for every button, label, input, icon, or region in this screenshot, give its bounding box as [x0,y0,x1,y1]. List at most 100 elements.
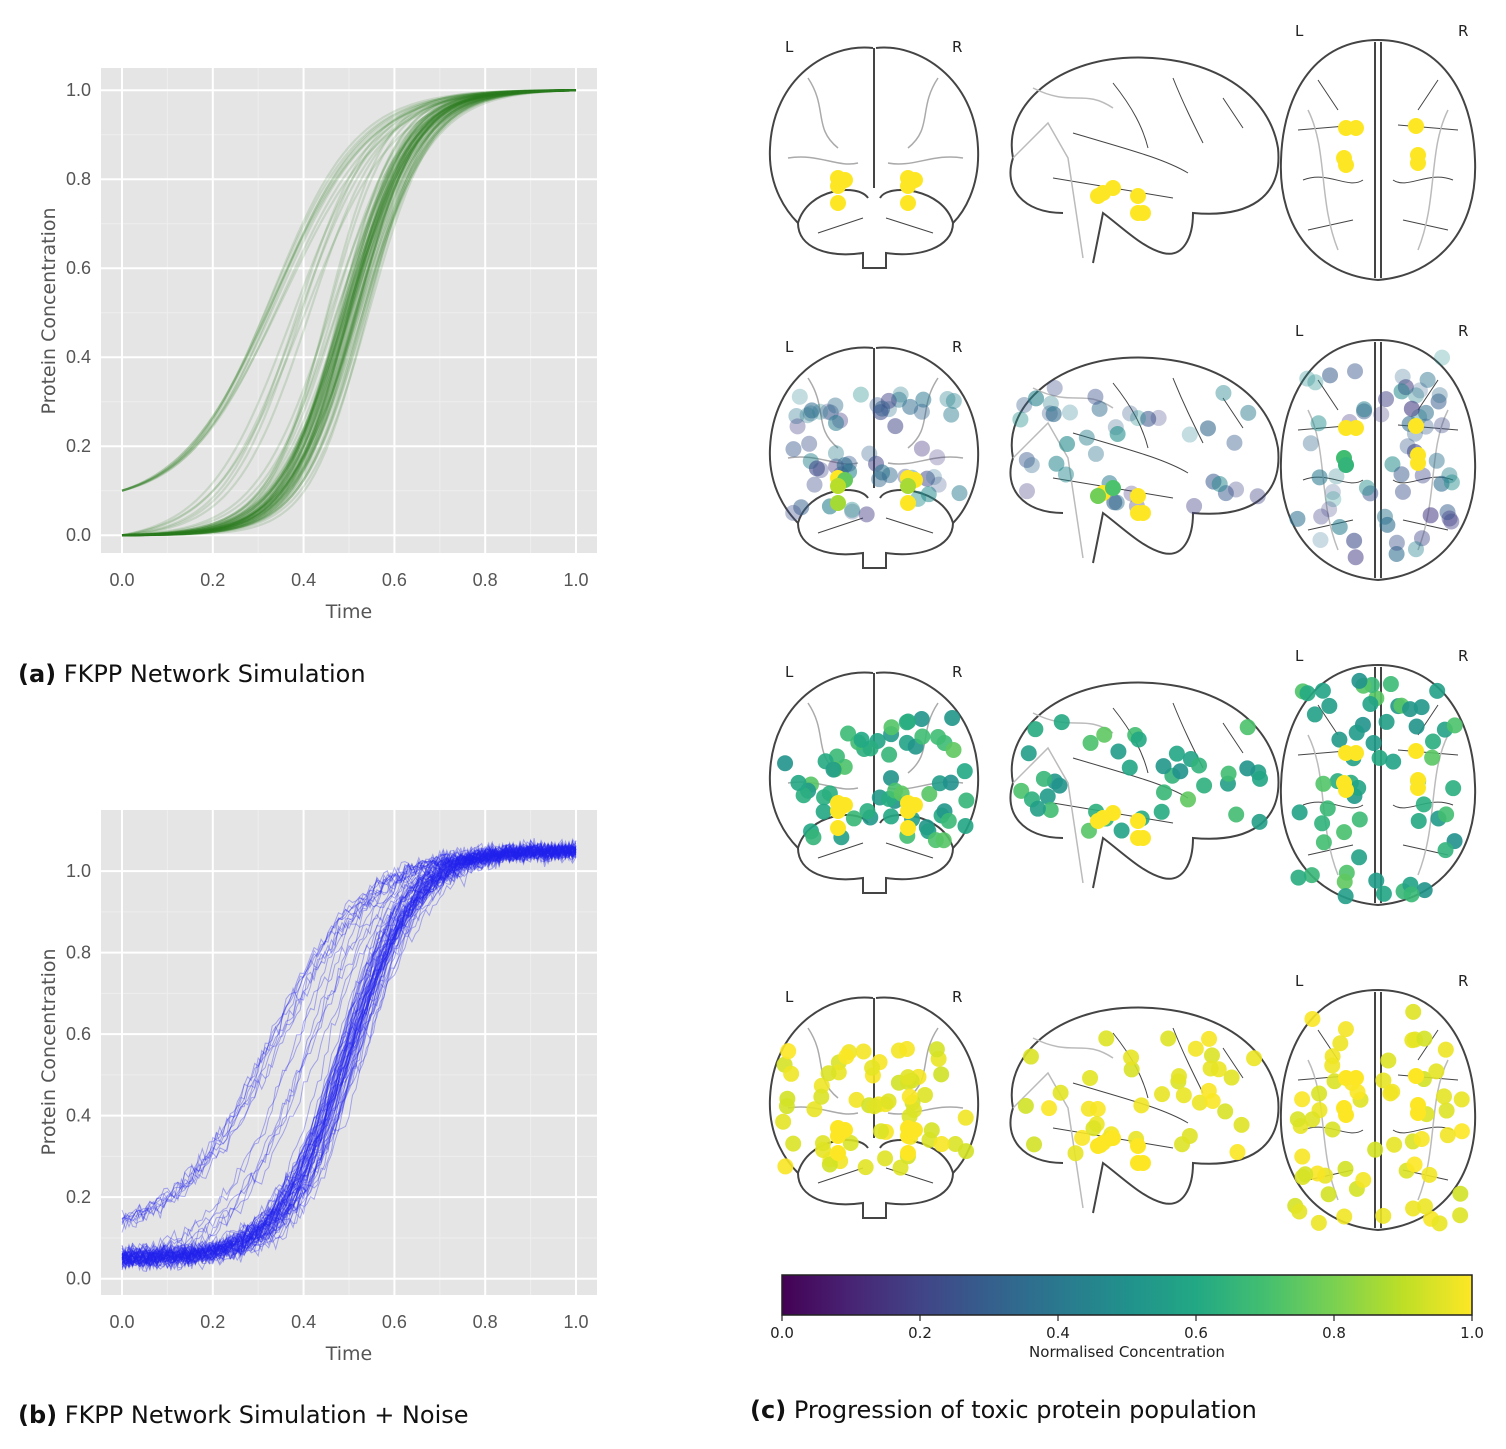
brain-node [864,1059,881,1076]
brain-node [919,470,936,487]
series-line [121,89,577,492]
brain-node [942,774,959,791]
series-line [121,840,577,1271]
series-line [121,89,577,537]
brain-node [1051,777,1068,794]
brain-node-seed [1135,830,1151,846]
brain-node [1153,803,1170,820]
brain-node [1314,815,1331,832]
series-line [122,89,577,537]
brain-node [877,1150,894,1167]
brain-node [814,1135,831,1152]
brain-node [1384,1083,1401,1100]
series-line [121,89,577,537]
brain-node [930,728,947,745]
series-line [121,89,577,537]
series-line [121,838,577,1272]
brain-outline-axial [1279,988,1477,1232]
brain-node [915,391,932,408]
brain-node [1123,1061,1140,1078]
brain-outline-sagittal [1009,681,1280,889]
brain-node [858,506,875,523]
brain-node [933,1136,950,1153]
y-tick-label: 1.0 [66,80,91,100]
brain-node [1351,849,1368,866]
brain-node [1026,1136,1043,1153]
brain-node [1052,1084,1069,1101]
left-label: L [1295,647,1304,665]
series-line [121,839,577,1231]
brain-node [1304,1111,1321,1128]
brain-node [1368,872,1385,889]
brain-node [871,471,888,488]
brain-node-seed [830,495,846,511]
series-line [121,844,577,1260]
sulci [1052,702,1244,824]
brain-node [1110,743,1127,760]
series-line [121,843,577,1268]
brain-node [923,1122,940,1139]
brain-node [780,1043,797,1060]
series-line [121,89,577,492]
brain-node [1337,1160,1354,1177]
brain-node-seed [1338,1107,1354,1123]
series-line [121,843,577,1272]
x-tick-label: 0.4 [291,570,316,590]
sulci [817,217,934,234]
series-line [121,841,577,1265]
series-line [121,89,577,537]
brain-node [1388,545,1405,562]
brain-node [1309,1165,1326,1182]
x-tick-label: 0.0 [109,570,134,590]
brain-node [1078,429,1095,446]
series-line [121,89,577,537]
brain-node [1410,812,1427,829]
left-label: L [785,988,794,1006]
x-tick-label: 0.2 [200,570,225,590]
series-line [121,843,577,1268]
series-line [122,89,577,537]
brain-node-seed [1338,782,1354,798]
series-line [121,840,577,1265]
brain-node [1023,457,1040,474]
series-line [121,89,577,492]
series-line [121,839,577,1267]
brain-node [874,464,891,481]
colorbar-tick-label: 0.2 [908,1324,932,1342]
brain-node [1351,672,1368,689]
brain-node-seed [900,1128,916,1144]
brain-node [801,435,818,452]
brain-node [1414,467,1431,484]
brain-node [1042,801,1059,818]
brain-node [916,1086,933,1103]
brain-view-sagittal [1009,356,1280,564]
brain-node [852,386,869,403]
brain-node [921,786,938,803]
y-axis-label-b: Protein Concentration [38,948,60,1155]
sulci [787,377,964,465]
caption-b: (b) FKPP Network Simulation + Noise [18,1401,469,1429]
brain-node [1020,745,1037,762]
series-line [121,845,577,1267]
brain-node [1057,466,1074,483]
brain-node [1332,1035,1349,1052]
series-line [121,89,577,537]
brain-node [902,398,919,415]
left-label: L [1295,322,1304,340]
brain-view-sagittal [1009,56,1280,264]
series-line [121,844,577,1228]
y-tick-label: 0.2 [66,1187,91,1207]
brain-node-seed [900,495,916,511]
brain-node-seed [1105,805,1121,821]
x-tick-label: 0.4 [291,1312,316,1332]
midline [1374,992,1382,1228]
series-line [121,841,577,1259]
brain-node [943,406,960,423]
brain-node [1443,474,1460,491]
right-label: R [952,38,962,56]
brain-node-seed [1338,157,1354,173]
series-line [121,843,577,1266]
brain-node [1203,1047,1220,1064]
series-line [121,89,577,492]
